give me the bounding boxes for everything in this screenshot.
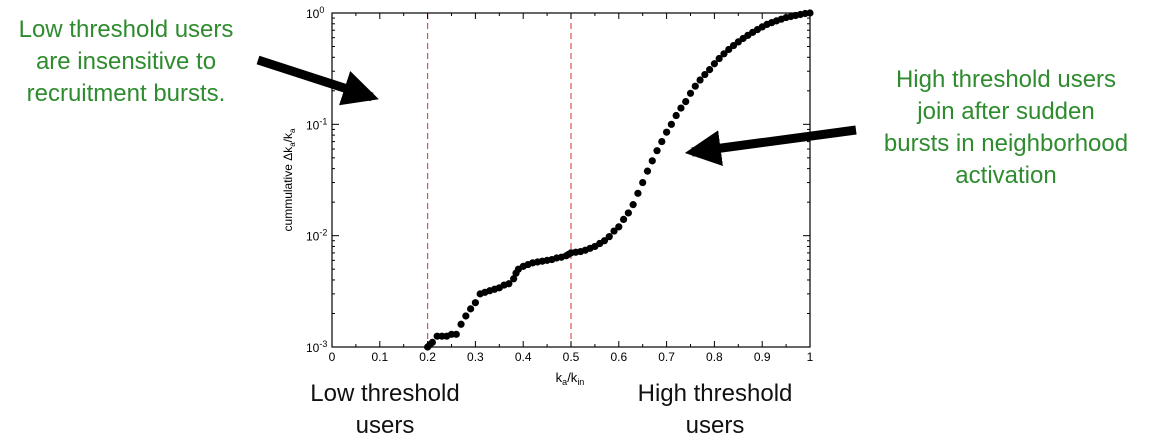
data-point (452, 330, 460, 338)
left-annotation-line: are insensitive to (35, 48, 217, 75)
left-arrow (256, 55, 379, 106)
data-point (696, 76, 704, 84)
high-threshold-caption: High threshold users (605, 378, 825, 442)
data-point (706, 66, 714, 74)
low-threshold-caption-line: Low threshold (310, 380, 460, 407)
y-tick-label: 10-1 (306, 116, 327, 132)
x-axis-label: ka/kin (556, 370, 585, 387)
x-tick-label: 0.8 (706, 350, 723, 364)
data-point (701, 70, 709, 79)
y-tick-label: 10-3 (306, 339, 327, 355)
y-tick-label: 100 (306, 5, 324, 21)
x-tick-label: 0.4 (515, 350, 532, 364)
low-threshold-caption-line: users (355, 412, 415, 439)
data-point (720, 50, 728, 58)
x-tick-label: 0.1 (371, 350, 388, 364)
data-point (505, 280, 513, 288)
low-threshold-caption: Low threshold users (280, 378, 490, 442)
data-point (643, 167, 652, 175)
data-point (605, 233, 613, 241)
data-point (667, 120, 675, 128)
right-annotation-line: bursts in neighborhood (883, 130, 1129, 157)
data-point (710, 60, 719, 68)
data-point (624, 209, 632, 217)
data-point (677, 104, 685, 112)
y-tick-label: 10-2 (306, 228, 327, 244)
right-annotation-line: join after sudden (917, 98, 1095, 125)
x-tick-label: 0.9 (754, 350, 771, 364)
data-point (725, 45, 733, 54)
x-tick-label: 0.3 (467, 350, 484, 364)
y-axis-label: cummulative Δka/ka (281, 128, 297, 232)
left-annotation-line: recruitment bursts. (26, 80, 226, 107)
data-point (629, 201, 637, 209)
right-annotation: High threshold users join after sudden b… (856, 64, 1150, 192)
x-tick-label: 0.7 (658, 350, 675, 364)
right-annotation-line: High threshold users (895, 66, 1117, 93)
data-point (648, 157, 656, 165)
x-tick-label: 0.5 (563, 350, 580, 364)
data-point (806, 9, 814, 17)
right-annotation-line: activation (955, 162, 1057, 189)
data-point (639, 178, 647, 187)
data-point (634, 189, 642, 197)
data-point (615, 223, 623, 231)
data-point (457, 320, 465, 328)
data-point (658, 137, 666, 146)
data-point (510, 275, 518, 283)
high-threshold-caption-line: users (685, 412, 745, 439)
data-point (653, 147, 661, 155)
data-point (600, 237, 609, 245)
data-point (471, 299, 479, 307)
data-point (663, 128, 671, 136)
data-point (467, 305, 475, 313)
x-tick-label: 1 (807, 350, 814, 364)
x-tick-label: 0.2 (419, 350, 436, 364)
left-annotation: Low threshold users are insensitive to r… (0, 14, 252, 110)
data-point (715, 54, 723, 63)
data-point (619, 215, 628, 223)
data-point (686, 89, 695, 97)
data-point (682, 98, 690, 106)
data-point (610, 227, 618, 235)
left-annotation-line: Low threshold users (18, 16, 234, 43)
data-point (672, 111, 680, 120)
data-point (462, 312, 470, 320)
high-threshold-caption-line: High threshold (637, 380, 793, 407)
data-point (691, 82, 699, 90)
right-arrow (684, 125, 857, 167)
x-tick-label: 0 (329, 350, 336, 364)
data-point (428, 338, 436, 346)
x-tick-label: 0.6 (610, 350, 627, 364)
